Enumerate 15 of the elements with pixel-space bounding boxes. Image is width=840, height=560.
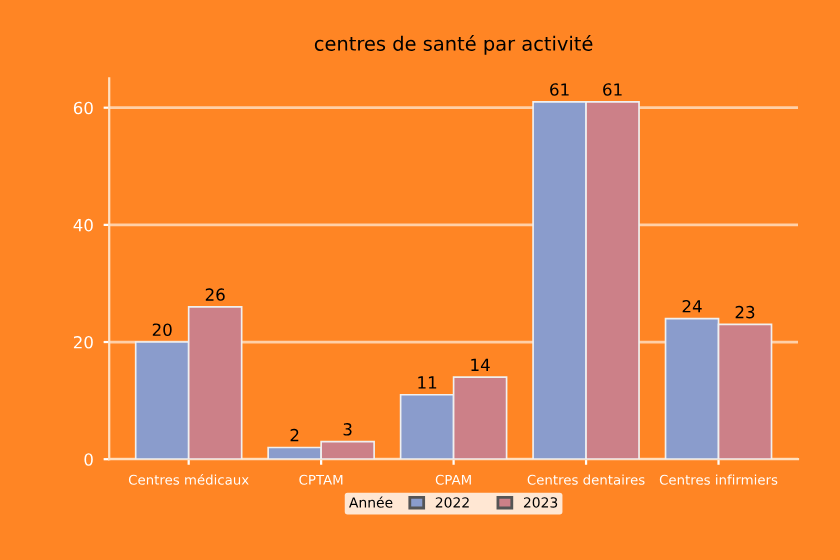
data-label: 3 [343, 423, 352, 436]
data-label: 26 [205, 288, 225, 301]
y-tick-label: 40 [73, 218, 93, 232]
data-label: 11 [418, 376, 437, 389]
data-label: 24 [682, 299, 702, 313]
y-tick-label: 20 [73, 335, 93, 349]
data-label: 61 [603, 83, 622, 96]
y-tick-label: 60 [73, 101, 93, 115]
data-label: 61 [550, 83, 569, 96]
data-label: 2 [290, 428, 299, 442]
chart-title: centres de santé par activité [314, 35, 593, 55]
data-label: 23 [735, 305, 755, 319]
y-tick-label: 0 [84, 453, 93, 466]
data-label: 14 [471, 358, 490, 371]
data-label: 20 [152, 323, 172, 337]
